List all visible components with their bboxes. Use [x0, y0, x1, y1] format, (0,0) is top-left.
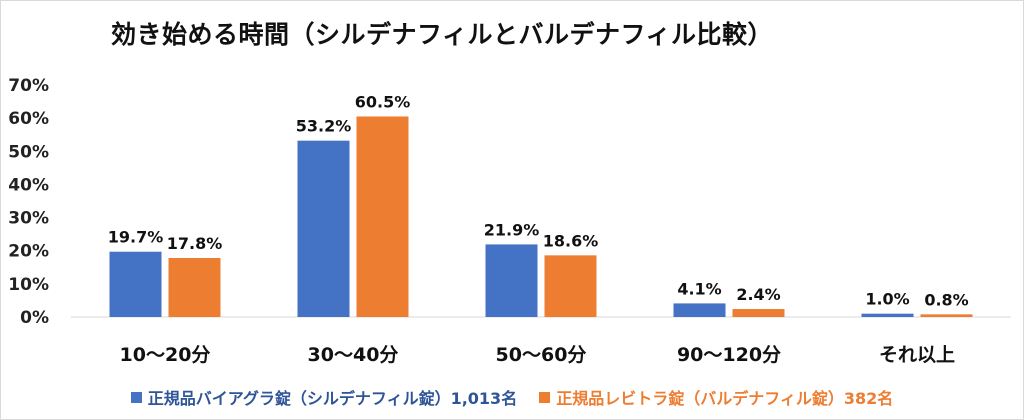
x-category-label: 50～60分	[496, 344, 587, 366]
bar-chart: 0% 10% 20% 30% 40% 50% 60% 70% 19.7% 17.8% 10～20分 5…	[8, 76, 1011, 366]
y-tick-label: 50%	[8, 142, 49, 162]
bar-sildenafil	[109, 251, 162, 317]
legend-label-vardenafil: 正規品レビトラ錠（バルデナフィル錠）382名	[556, 389, 894, 408]
legend-item-vardenafil: 正規品レビトラ錠（バルデナフィル錠）382名	[539, 385, 893, 409]
bar-vardenafil	[168, 258, 221, 317]
bar-sildenafil	[861, 313, 914, 317]
y-tick-label: 40%	[8, 175, 49, 195]
x-category-label: 30～40分	[308, 344, 399, 366]
data-label: 2.4%	[736, 285, 780, 304]
legend-swatch-vardenafil	[539, 391, 551, 403]
bar-vardenafil	[920, 314, 973, 317]
bar-sildenafil	[297, 140, 350, 317]
data-label: 18.6%	[543, 231, 599, 250]
y-tick-label: 20%	[8, 242, 49, 262]
x-category-label: それ以上	[879, 344, 955, 366]
y-tick-label: 0%	[20, 308, 49, 328]
bar-vardenafil	[544, 255, 597, 317]
bar-sildenafil	[485, 244, 538, 317]
bar-sildenafil	[673, 303, 726, 317]
data-label: 17.8%	[167, 234, 223, 253]
y-tick-label: 60%	[8, 109, 49, 129]
legend-label-sildenafil: 正規品バイアグラ錠（シルデナフィル錠）1,013名	[147, 389, 518, 408]
x-category-label: 90～120分	[677, 344, 781, 366]
legend: 正規品バイアグラ錠（シルデナフィル錠）1,013名 正規品レビトラ錠（バルデナフ…	[1, 385, 1023, 409]
bar-vardenafil	[356, 116, 409, 317]
chart-title: 効き始める時間（シルデナフィルとバルデナフィル比較）	[111, 20, 774, 49]
data-label: 21.9%	[484, 220, 540, 239]
data-label: 19.7%	[108, 228, 164, 247]
x-category-label: 10～20分	[120, 344, 211, 366]
data-label: 4.1%	[677, 279, 721, 298]
legend-swatch-sildenafil	[130, 391, 142, 403]
data-label: 60.5%	[355, 92, 411, 111]
bar-vardenafil	[732, 309, 785, 317]
y-tick-label: 10%	[8, 275, 49, 295]
y-tick-label: 30%	[8, 209, 49, 229]
legend-item-sildenafil: 正規品バイアグラ錠（シルデナフィル錠）1,013名	[130, 385, 518, 409]
y-tick-label: 70%	[8, 76, 49, 96]
data-label: 1.0%	[865, 290, 909, 309]
data-label: 53.2%	[296, 117, 352, 136]
data-label: 0.8%	[924, 290, 968, 309]
